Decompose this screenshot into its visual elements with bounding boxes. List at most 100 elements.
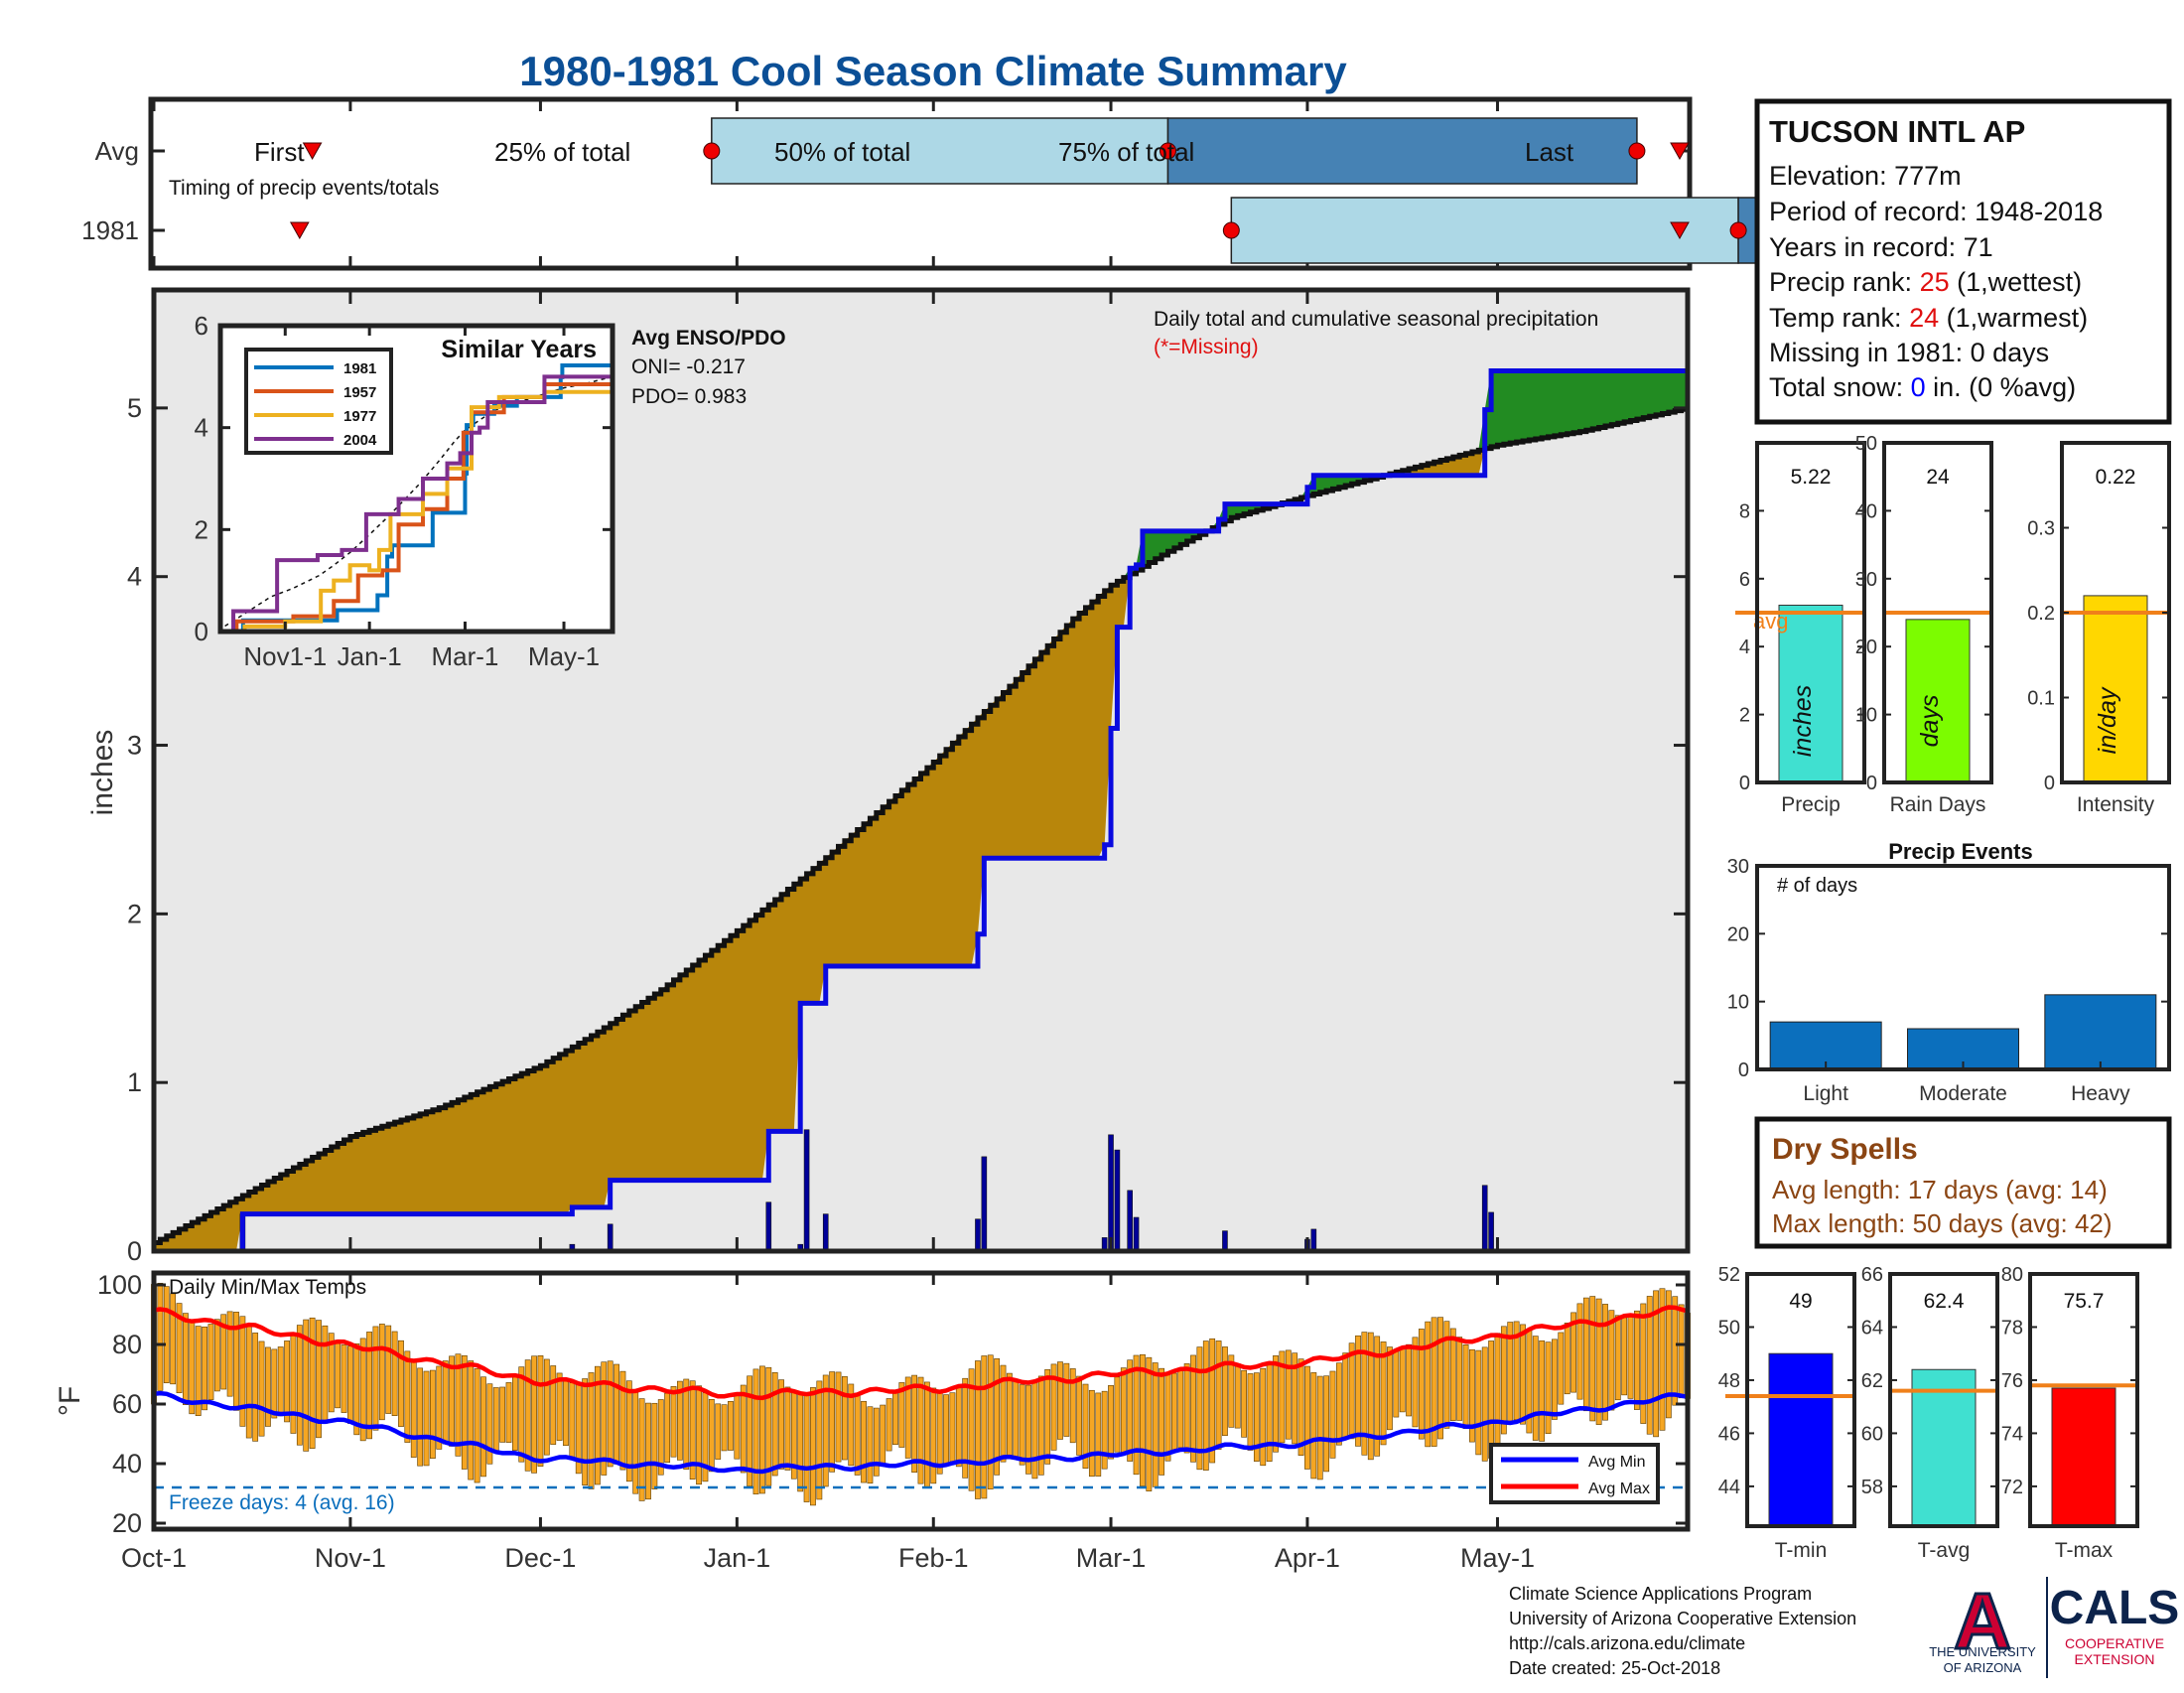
station-name: TUCSON INTL AP [1769, 114, 2025, 149]
daily-temp-bar [1399, 1348, 1406, 1413]
timing-marker [1222, 221, 1240, 239]
daily-temp-bar [417, 1367, 424, 1467]
daily-temp-bar [207, 1324, 214, 1400]
station-info-box: TUCSON INTL AP Elevation: 777m Period of… [1754, 98, 2172, 425]
daily-temp-bar [303, 1319, 310, 1452]
daily-temp-bar [391, 1331, 398, 1416]
daily-temp-bar [569, 1382, 576, 1459]
daily-temp-bar [1228, 1354, 1235, 1428]
precip-y-tick-label: 0 [127, 1236, 142, 1266]
date-axis-label: Mar-1 [1076, 1543, 1147, 1573]
daily-temp-bar [378, 1324, 385, 1421]
inset-x-tick-label: May-1 [528, 641, 600, 671]
stat-label: Precip [1781, 793, 1841, 816]
temp-rank: Temp rank: 24 (1,warmest) [1769, 303, 2088, 333]
stat-label: T-min [1775, 1539, 1828, 1562]
daily-temp-bar [239, 1316, 246, 1427]
daily-temp-bar [1456, 1337, 1463, 1421]
daily-temp-bar [1539, 1340, 1546, 1442]
daily-temp-bar [189, 1321, 196, 1415]
stat-tick-label: 2 [1739, 705, 1750, 727]
daily-temp-bar [1095, 1392, 1102, 1477]
stat-value: 5.22 [1791, 466, 1832, 489]
date-axis-labels: Oct-1 Nov-1 Dec-1 Jan-1 Feb-1 Mar-1 Apr-1 May-1 [121, 1543, 1535, 1573]
stat-tick-label: 52 [1718, 1264, 1740, 1286]
daily-temp-bar [372, 1326, 379, 1431]
daily-temp-bar [904, 1376, 911, 1459]
daily-temp-bar [1367, 1332, 1374, 1461]
daily-precip-bar [1108, 1134, 1114, 1252]
daily-temp-bar [1101, 1390, 1108, 1470]
stat-unit-label: inches [1789, 685, 1817, 757]
stat-unit-label: days [1916, 695, 1944, 748]
daily-temp-bar [1247, 1373, 1254, 1451]
daily-temp-bar [1678, 1304, 1685, 1399]
stat-tick-label: 0.3 [2027, 518, 2055, 540]
temp-y-tick-label: 20 [112, 1508, 142, 1538]
pct50-label: 50% of total [774, 137, 910, 167]
stat-tick-label: 44 [1718, 1477, 1740, 1498]
temps-chart: 20 40 60 80 100 Daily Min/Max Temps °F Freez… [54, 1270, 1691, 1538]
inset-y-tick-label: 2 [195, 514, 208, 544]
daily-temp-bar [1602, 1304, 1608, 1421]
daily-temp-bar [975, 1360, 981, 1499]
stat-tick-label: 58 [1861, 1477, 1883, 1498]
coop-line-2: EXTENSION [2075, 1651, 2155, 1667]
daily-temp-bar [1387, 1346, 1393, 1431]
daily-temp-bar [638, 1398, 645, 1501]
stat-tick-label: 72 [2001, 1477, 2023, 1498]
daily-temp-bar [981, 1355, 988, 1499]
daily-temp-bar [556, 1372, 563, 1441]
timing-q1-box [1230, 197, 1739, 264]
daily-temp-bar [797, 1393, 804, 1492]
daily-temp-bar [1196, 1346, 1203, 1471]
freeze-days-text: Freeze days: 4 (avg. 16) [169, 1491, 395, 1514]
daily-temp-bar [309, 1317, 316, 1449]
stat-tick-label: 48 [1718, 1370, 1740, 1392]
daily-temp-bar [1462, 1344, 1469, 1430]
precip-chart: 0 1 2 3 4 5 inches Daily total and cumulative… [86, 287, 1691, 1266]
daily-temp-bar [1013, 1379, 1020, 1458]
precip-y-tick-label: 1 [127, 1067, 142, 1097]
daily-temp-bar [1418, 1329, 1425, 1440]
stat-bar-intensity [2083, 595, 2148, 783]
daily-temp-bar [1570, 1312, 1576, 1393]
pct25-label: 25% of total [494, 137, 630, 167]
daily-precip-bar [1488, 1211, 1494, 1252]
stat-tick-label: 50 [1855, 433, 1877, 455]
daily-precip-bar [803, 1129, 810, 1252]
stat-value: 75.7 [2064, 1290, 2105, 1313]
date-axis-label: Feb-1 [898, 1543, 969, 1573]
event-category-label: Moderate [1919, 1082, 2007, 1105]
stat-tick-label: 0.1 [2027, 688, 2055, 710]
daily-temp-bar [271, 1348, 278, 1419]
daily-temp-bar [518, 1366, 525, 1463]
daily-temp-bar [1076, 1375, 1083, 1456]
daily-temp-bar [163, 1286, 170, 1383]
temp-rank-value: 24 [1909, 303, 1939, 333]
daily-temp-bar [1222, 1346, 1228, 1436]
daily-temp-bar [765, 1366, 772, 1486]
daily-temp-bar [683, 1378, 690, 1470]
daily-temp-bar [625, 1380, 632, 1482]
enso-title: Avg ENSO/PDO [631, 327, 786, 350]
daily-temp-bar [322, 1325, 329, 1424]
stat-tick-label: 60 [1861, 1423, 1883, 1445]
inset-y-tick-label: 6 [195, 311, 208, 341]
footer-credits: Climate Science Applications Program Uni… [1509, 1584, 1856, 1678]
daily-temp-bar [1037, 1375, 1044, 1476]
daily-temp-bar [632, 1390, 639, 1494]
timing-event-triangle [1670, 221, 1690, 240]
timing-marker [1628, 142, 1646, 160]
stat-value: 62.4 [1924, 1290, 1965, 1313]
daily-temp-bar [734, 1394, 741, 1460]
stat-tick-label: 76 [2001, 1370, 2023, 1392]
precip-rank-value: 25 [1920, 267, 1950, 297]
precip-stat-panels: inchesavg024685.22Precipdays010203040502… [1735, 433, 2171, 816]
daily-temp-bar [265, 1346, 271, 1427]
precip-rank: Precip rank: 25 (1,wettest) [1769, 267, 2082, 297]
daily-temp-bar [1640, 1303, 1647, 1424]
daily-temp-bar [1665, 1290, 1672, 1419]
daily-temp-bar [1614, 1315, 1621, 1401]
footer-line-2: University of Arizona Cooperative Extens… [1509, 1609, 1856, 1628]
